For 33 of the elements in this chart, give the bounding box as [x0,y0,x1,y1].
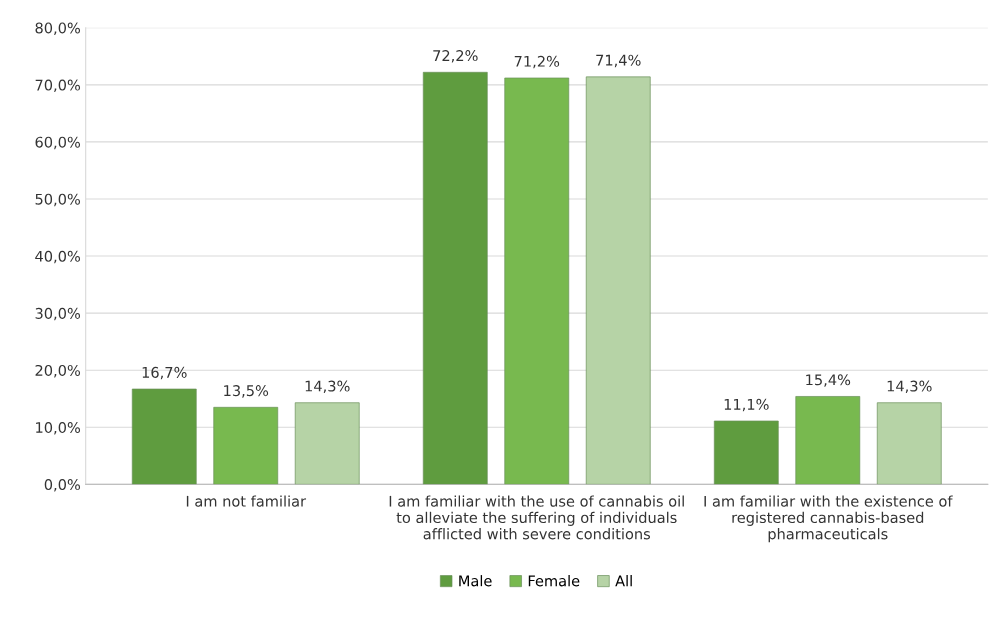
bar [131,388,197,485]
x-tick-label: I am familiar with the existence of registered cannabis-based pharmaceuticals [704,495,953,543]
y-tick-label: 0,0% [44,479,81,492]
legend-label: Male [459,575,492,587]
legend-label: Female [528,575,580,587]
y-tick-label: 20,0% [35,364,81,378]
y-tick-label: 80,0% [35,22,81,35]
bar [213,406,279,485]
bar [795,396,861,485]
data-label: 16,7% [142,366,187,380]
bar [294,402,360,485]
data-label: 72,2% [433,50,478,63]
data-label: 13,5% [224,385,269,398]
y-tick-label: 50,0% [35,193,81,207]
data-label: 15,4% [806,374,851,387]
data-label: 11,1% [724,398,769,412]
legend-label: All [615,575,632,587]
x-tick-label: I am familiar with the use of cannabis oil to alleviate the suffering of individuals afflicted with severe conditions [389,495,684,540]
y-tick-label: 30,0% [35,307,81,321]
bar [876,402,942,485]
y-tick-label: 40,0% [35,250,81,264]
data-label: 14,3% [887,380,932,394]
x-tick-label: I am not familiar [186,495,307,507]
bar [422,71,488,485]
y-tick-label: 70,0% [35,79,81,93]
bar [585,76,651,485]
data-label: 71,2% [514,55,560,69]
data-label: 71,4% [596,54,641,68]
y-tick-label: 10,0% [36,421,81,435]
bar [504,77,570,485]
y-tick-label: 60,0% [35,136,81,150]
data-label: 14,3% [305,380,350,394]
bar [713,420,779,485]
